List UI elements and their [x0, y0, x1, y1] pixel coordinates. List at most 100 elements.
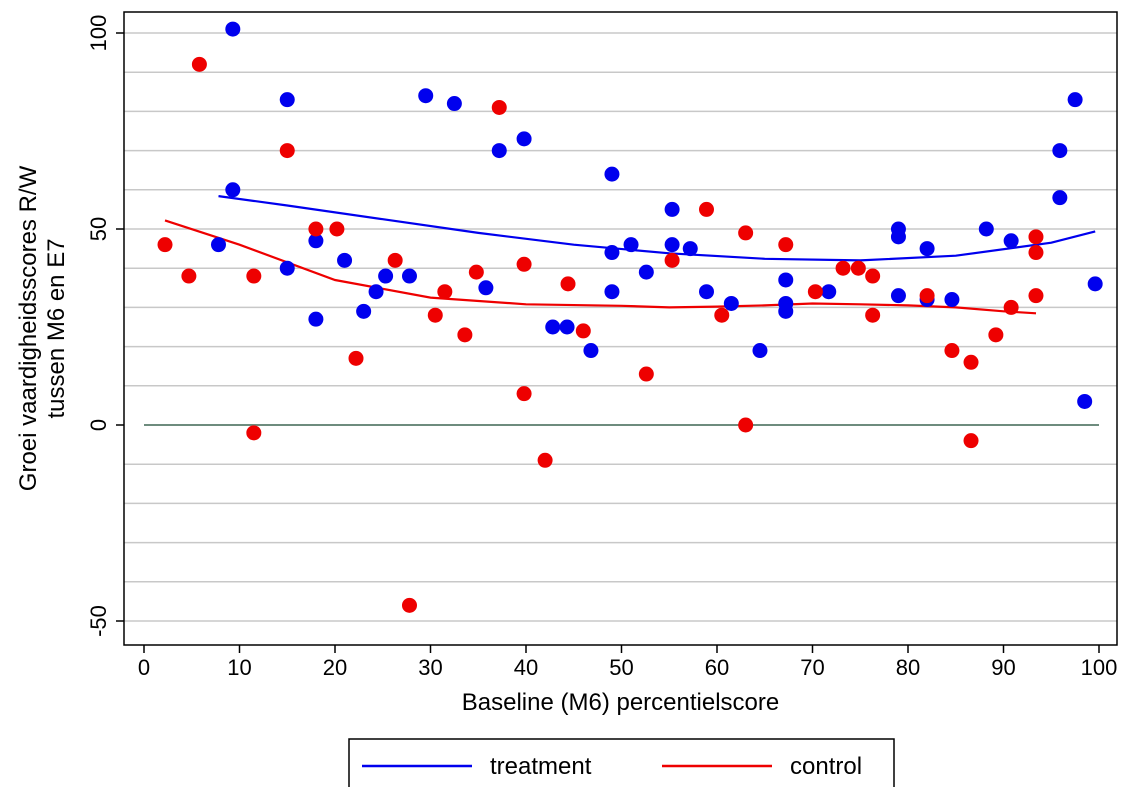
point-treatment [890, 288, 906, 304]
y-tick-label: -50 [86, 605, 111, 637]
point-control [963, 433, 979, 449]
point-control [437, 284, 453, 300]
point-control [329, 221, 345, 237]
point-treatment [308, 233, 324, 249]
point-treatment [279, 92, 295, 108]
point-control [738, 225, 754, 241]
point-control [919, 288, 935, 304]
point-control [537, 452, 553, 468]
point-treatment [516, 131, 532, 147]
x-tick-label: 80 [896, 655, 920, 680]
point-treatment [491, 143, 507, 159]
point-control [850, 260, 866, 276]
point-control [516, 256, 532, 272]
point-control [246, 425, 262, 441]
point-treatment [604, 284, 620, 300]
point-treatment [1052, 190, 1068, 206]
point-control [348, 350, 364, 366]
point-control [516, 386, 532, 402]
point-control [246, 268, 262, 284]
point-control [427, 307, 443, 323]
point-treatment [1052, 143, 1068, 159]
point-control [279, 143, 295, 159]
gridlines [124, 32, 1117, 622]
point-treatment [978, 221, 994, 237]
point-control [835, 260, 851, 276]
legend: treatment control [348, 738, 895, 787]
point-treatment [778, 272, 794, 288]
point-control [468, 264, 484, 280]
x-tick-label: 10 [227, 655, 251, 680]
point-treatment [356, 303, 372, 319]
point-treatment [638, 264, 654, 280]
point-control [738, 417, 754, 433]
point-control [575, 323, 591, 339]
point-treatment [723, 295, 739, 311]
point-control [560, 276, 576, 292]
point-treatment [752, 343, 768, 359]
fit-line-control [164, 219, 1037, 315]
point-treatment [1087, 276, 1103, 292]
legend-box [348, 738, 895, 787]
point-control [491, 99, 507, 115]
x-tick-label: 70 [800, 655, 824, 680]
point-control [1028, 245, 1044, 261]
x-tick-label: 50 [609, 655, 633, 680]
point-control [308, 221, 324, 237]
point-treatment [368, 284, 384, 300]
x-tick-label: 30 [418, 655, 442, 680]
point-control [714, 307, 730, 323]
x-tick-label: 60 [705, 655, 729, 680]
point-treatment [698, 284, 714, 300]
point-treatment [1003, 233, 1019, 249]
point-treatment [944, 292, 960, 308]
point-treatment [225, 21, 241, 37]
point-treatment [623, 237, 639, 253]
point-treatment [446, 96, 462, 112]
point-control [865, 307, 881, 323]
y-axis-title-line-1: Groei vaardigheidsscores R/W [15, 165, 42, 491]
point-treatment [1077, 393, 1093, 409]
legend-label-control: control [790, 753, 862, 780]
point-control [865, 268, 881, 284]
point-treatment [778, 303, 794, 319]
legend-label-treatment: treatment [490, 753, 592, 780]
x-tick-label: 90 [991, 655, 1015, 680]
point-treatment [821, 284, 837, 300]
point-treatment [1067, 92, 1083, 108]
point-treatment [225, 182, 241, 198]
point-treatment [664, 201, 680, 217]
y-axis-title-line-2: tussen M6 en E7 [43, 238, 70, 418]
point-treatment [890, 229, 906, 245]
point-treatment [583, 343, 599, 359]
y-tick-label: 100 [86, 15, 111, 52]
point-treatment [337, 252, 353, 268]
x-axis-title: Baseline (M6) percentielscore [462, 689, 779, 716]
axes: 0 10 20 30 40 50 60 70 80 90 100 -50 0 50 100 [86, 15, 1117, 680]
point-control [181, 268, 197, 284]
point-treatment [604, 245, 620, 261]
point-treatment [401, 268, 417, 284]
point-control [457, 327, 473, 343]
x-tick-label: 40 [514, 655, 538, 680]
point-control [988, 327, 1004, 343]
point-treatment [919, 241, 935, 257]
point-control [401, 597, 417, 613]
point-control [1028, 229, 1044, 245]
fit-line-treatment [218, 195, 1096, 262]
y-tick-label: 0 [86, 419, 111, 431]
x-tick-label: 0 [138, 655, 150, 680]
x-tick-label: 20 [323, 655, 347, 680]
y-tick-label: 50 [86, 217, 111, 241]
point-treatment [418, 88, 434, 104]
x-tick-label: 100 [1081, 655, 1118, 680]
point-treatment [604, 166, 620, 182]
point-treatment [478, 280, 494, 296]
point-control [807, 284, 823, 300]
point-control [638, 366, 654, 382]
point-control [698, 201, 714, 217]
point-control [157, 237, 173, 253]
fit-lines [164, 195, 1096, 315]
plot-frame [123, 11, 1118, 646]
